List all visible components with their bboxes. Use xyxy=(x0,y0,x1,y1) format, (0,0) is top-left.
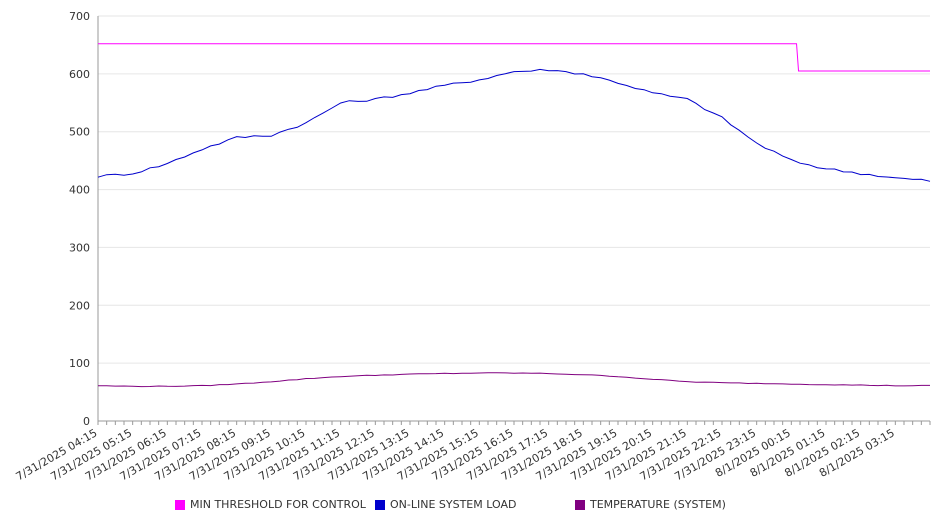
legend-label: TEMPERATURE (SYSTEM) xyxy=(590,498,726,511)
x-tick-labels: 7/31/2025 04:157/31/2025 05:157/31/2025 … xyxy=(14,426,897,483)
legend-swatch-min-threshold xyxy=(175,499,185,510)
x-minor-ticks xyxy=(97,421,931,425)
y-tick-label: 0 xyxy=(83,415,90,428)
legend-swatch-temperature xyxy=(575,499,585,510)
series-line-temperature xyxy=(97,372,930,388)
y-tick-label: 300 xyxy=(69,241,90,254)
y-tick-label: 700 xyxy=(69,10,90,23)
series-line-system-load xyxy=(97,68,931,182)
legend-label: ON-LINE SYSTEM LOAD xyxy=(390,498,517,511)
y-tick-label: 400 xyxy=(69,184,90,197)
legend-swatch-system-load xyxy=(375,499,385,510)
axes xyxy=(97,16,931,425)
grid-lines xyxy=(98,15,930,364)
y-tick-labels: 0 100 200 300 400 500 600 700 xyxy=(69,10,90,428)
legend-item-min-threshold[interactable]: MIN THRESHOLD FOR CONTROL xyxy=(175,498,366,511)
line-chart: 0 100 200 300 400 500 600 700 7/31/2025 04:157/… xyxy=(14,10,931,483)
legend-item-system-load[interactable]: ON-LINE SYSTEM LOAD xyxy=(375,498,516,511)
series-lines xyxy=(97,43,931,388)
y-tick-label: 500 xyxy=(69,126,90,139)
y-tick-label: 100 xyxy=(69,357,90,370)
legend: MIN THRESHOLD FOR CONTROL ON-LINE SYSTEM… xyxy=(0,498,946,518)
series-line-min-threshold xyxy=(98,43,930,72)
legend-item-temperature[interactable]: TEMPERATURE (SYSTEM) xyxy=(575,498,726,511)
y-tick-label: 200 xyxy=(69,299,90,312)
legend-label: MIN THRESHOLD FOR CONTROL xyxy=(190,498,366,511)
y-tick-label: 600 xyxy=(69,68,90,81)
